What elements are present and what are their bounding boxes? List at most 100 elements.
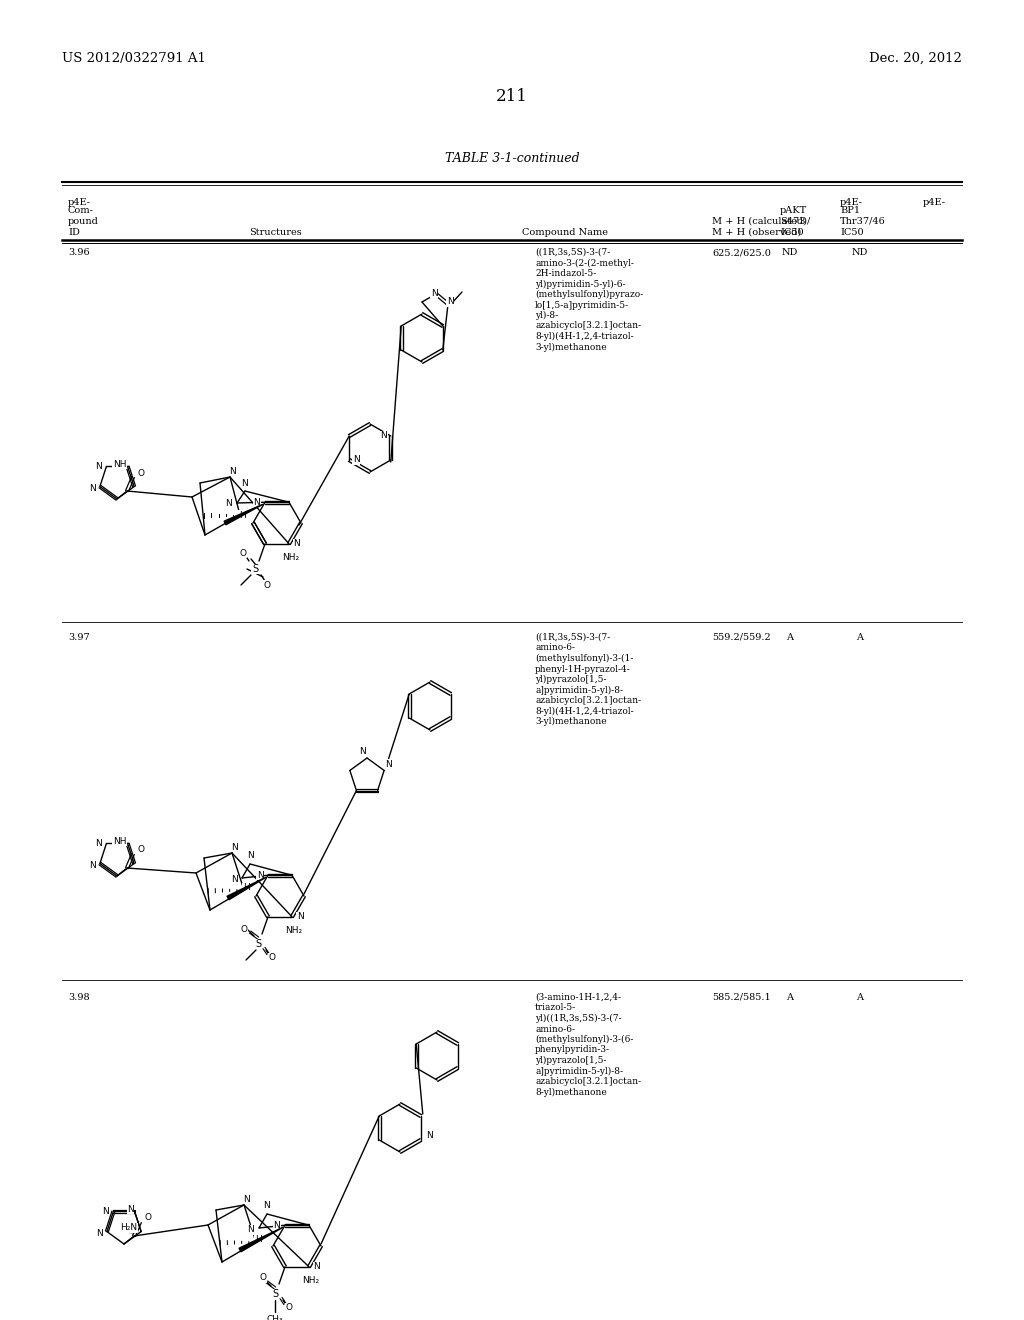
Text: N: N	[431, 289, 437, 297]
Polygon shape	[239, 1228, 283, 1251]
Text: amino-3-(2-(2-methyl-: amino-3-(2-(2-methyl-	[535, 259, 634, 268]
Text: 3-yl)methanone: 3-yl)methanone	[535, 717, 606, 726]
Text: H: H	[239, 511, 246, 520]
Text: TABLE 3-1-continued: TABLE 3-1-continued	[444, 152, 580, 165]
Text: N: N	[89, 861, 96, 870]
Text: S473: S473	[780, 216, 806, 226]
Text: yl)pyrimidin-5-yl)-6-: yl)pyrimidin-5-yl)-6-	[535, 280, 626, 289]
Text: S: S	[252, 564, 258, 574]
Text: 3.96: 3.96	[68, 248, 90, 257]
Text: p4E-: p4E-	[68, 198, 91, 207]
Text: yl)pyrazolo[1,5-: yl)pyrazolo[1,5-	[535, 1056, 606, 1065]
Text: 8-yl)(4H-1,2,4-triazol-: 8-yl)(4H-1,2,4-triazol-	[535, 706, 634, 715]
Text: N: N	[294, 540, 300, 548]
Text: N: N	[243, 1195, 250, 1204]
Text: amino-6-: amino-6-	[535, 1024, 575, 1034]
Text: O: O	[259, 1274, 266, 1283]
Text: O: O	[137, 469, 144, 478]
Text: N: N	[385, 760, 391, 770]
Text: N: N	[96, 1229, 103, 1238]
Text: N: N	[247, 851, 253, 861]
Text: pAKT: pAKT	[780, 206, 807, 215]
Text: yl)pyrazolo[1,5-: yl)pyrazolo[1,5-	[535, 675, 606, 684]
Polygon shape	[224, 504, 263, 525]
Text: Thr37/46: Thr37/46	[840, 216, 886, 226]
Text: ID: ID	[68, 228, 80, 238]
Text: H: H	[255, 1236, 261, 1245]
Text: O: O	[144, 1213, 152, 1222]
Text: azabicyclo[3.2.1]octan-: azabicyclo[3.2.1]octan-	[535, 322, 641, 330]
Text: N: N	[297, 912, 303, 921]
Text: N: N	[225, 499, 232, 507]
Text: a]pyrimidin-5-yl)-8-: a]pyrimidin-5-yl)-8-	[535, 685, 623, 694]
Text: N: N	[254, 498, 260, 507]
Text: p4E-: p4E-	[840, 198, 863, 207]
Text: 8-yl)(4H-1,2,4-triazol-: 8-yl)(4H-1,2,4-triazol-	[535, 333, 634, 341]
Text: pound: pound	[68, 216, 99, 226]
Text: M + H (observed): M + H (observed)	[712, 228, 801, 238]
Text: triazol-5-: triazol-5-	[535, 1003, 577, 1012]
Text: Com-: Com-	[68, 206, 94, 215]
Text: N: N	[426, 1131, 433, 1140]
Text: amino-6-: amino-6-	[535, 644, 575, 652]
Text: O: O	[240, 549, 247, 557]
Text: IC50: IC50	[840, 228, 863, 238]
Text: NH₂: NH₂	[283, 553, 300, 562]
Text: N: N	[230, 842, 238, 851]
Text: A: A	[856, 634, 863, 642]
Text: BP1: BP1	[840, 206, 860, 215]
Text: (methylsulfonyl)-3-(1-: (methylsulfonyl)-3-(1-	[535, 653, 634, 663]
Text: 3-yl)methanone: 3-yl)methanone	[535, 342, 606, 351]
Text: NH: NH	[113, 837, 126, 846]
Text: H₂N: H₂N	[121, 1224, 137, 1232]
Text: N: N	[230, 875, 238, 884]
Text: CH₃: CH₃	[266, 1316, 284, 1320]
Text: N: N	[248, 1225, 254, 1234]
Text: N: N	[95, 462, 101, 471]
Text: Dec. 20, 2012: Dec. 20, 2012	[869, 51, 962, 65]
Text: O: O	[263, 581, 270, 590]
Text: N: N	[380, 432, 387, 441]
Text: azabicyclo[3.2.1]octan-: azabicyclo[3.2.1]octan-	[535, 1077, 641, 1086]
Text: 211: 211	[496, 88, 528, 106]
Text: ((1R,3s,5S)-3-(7-: ((1R,3s,5S)-3-(7-	[535, 248, 610, 257]
Text: S: S	[255, 939, 261, 949]
Text: ND: ND	[781, 248, 798, 257]
Text: N: N	[359, 747, 367, 756]
Text: S: S	[272, 1290, 279, 1299]
Text: N: N	[263, 1201, 270, 1210]
Text: 559.2/559.2: 559.2/559.2	[712, 634, 771, 642]
Text: NH: NH	[113, 459, 126, 469]
Text: H: H	[243, 883, 250, 892]
Text: ((1R,3s,5S)-3-(7-: ((1R,3s,5S)-3-(7-	[535, 634, 610, 642]
Text: yl)-8-: yl)-8-	[535, 312, 558, 321]
Text: a]pyrimidin-5-yl)-8-: a]pyrimidin-5-yl)-8-	[535, 1067, 623, 1076]
Text: N: N	[242, 479, 249, 487]
Text: O: O	[268, 953, 275, 962]
Text: A: A	[786, 993, 794, 1002]
Polygon shape	[227, 878, 266, 900]
Text: M + H (calculated)/: M + H (calculated)/	[712, 216, 810, 226]
Text: NH₂: NH₂	[302, 1276, 319, 1286]
Text: O: O	[137, 846, 144, 854]
Text: IC50: IC50	[780, 228, 804, 238]
Text: phenyl-1H-pyrazol-4-: phenyl-1H-pyrazol-4-	[535, 664, 631, 673]
Text: N: N	[446, 297, 454, 306]
Text: yl)((1R,3s,5S)-3-(7-: yl)((1R,3s,5S)-3-(7-	[535, 1014, 622, 1023]
Text: (methylsulfonyl)-3-(6-: (methylsulfonyl)-3-(6-	[535, 1035, 634, 1044]
Text: Compound Name: Compound Name	[522, 228, 608, 238]
Text: Structures: Structures	[249, 228, 301, 238]
Text: A: A	[786, 634, 794, 642]
Text: 2H-indazol-5-: 2H-indazol-5-	[535, 269, 596, 279]
Text: N: N	[313, 1262, 321, 1271]
Text: 3.98: 3.98	[68, 993, 90, 1002]
Text: A: A	[856, 993, 863, 1002]
Text: phenylpyridin-3-: phenylpyridin-3-	[535, 1045, 610, 1055]
Text: 8-yl)methanone: 8-yl)methanone	[535, 1088, 607, 1097]
Text: 625.2/625.0: 625.2/625.0	[712, 248, 771, 257]
Text: azabicyclo[3.2.1]octan-: azabicyclo[3.2.1]octan-	[535, 696, 641, 705]
Text: O: O	[286, 1304, 293, 1312]
Text: NH₂: NH₂	[286, 927, 302, 936]
Text: N: N	[273, 1221, 281, 1230]
Text: N: N	[102, 1206, 109, 1216]
